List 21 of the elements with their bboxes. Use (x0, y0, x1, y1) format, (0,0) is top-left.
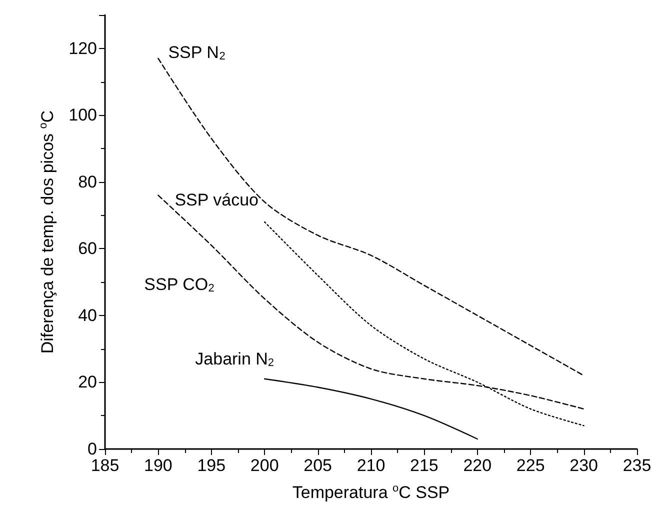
series-label: SSP vácuo (174, 190, 258, 210)
y-axis-title: Diferença de temp. dos picos oC (38, 110, 57, 354)
y-tick-label: 40 (78, 306, 97, 325)
y-tick-label: 0 (88, 440, 97, 458)
x-tick-label: 185 (90, 456, 120, 475)
y-tick-label: 100 (68, 106, 97, 125)
y-tick-label: 80 (78, 172, 97, 192)
x-tick-label: 200 (250, 456, 279, 475)
line-series (264, 378, 478, 440)
x-tick-label: 210 (356, 456, 386, 475)
x-tick-label: 235 (622, 456, 652, 475)
x-tick-label: 195 (197, 456, 226, 475)
x-tick-label: 225 (516, 456, 545, 475)
y-tick-label: 20 (78, 372, 97, 392)
x-tick-label: 230 (570, 456, 598, 475)
y-tick-label: 120 (68, 38, 97, 58)
y-tick-label: 60 (78, 239, 97, 258)
x-tick-label: 205 (304, 456, 332, 475)
x-tick-label: 215 (410, 456, 438, 475)
x-tick-label: 220 (463, 456, 492, 475)
x-tick-label: 190 (144, 456, 172, 475)
